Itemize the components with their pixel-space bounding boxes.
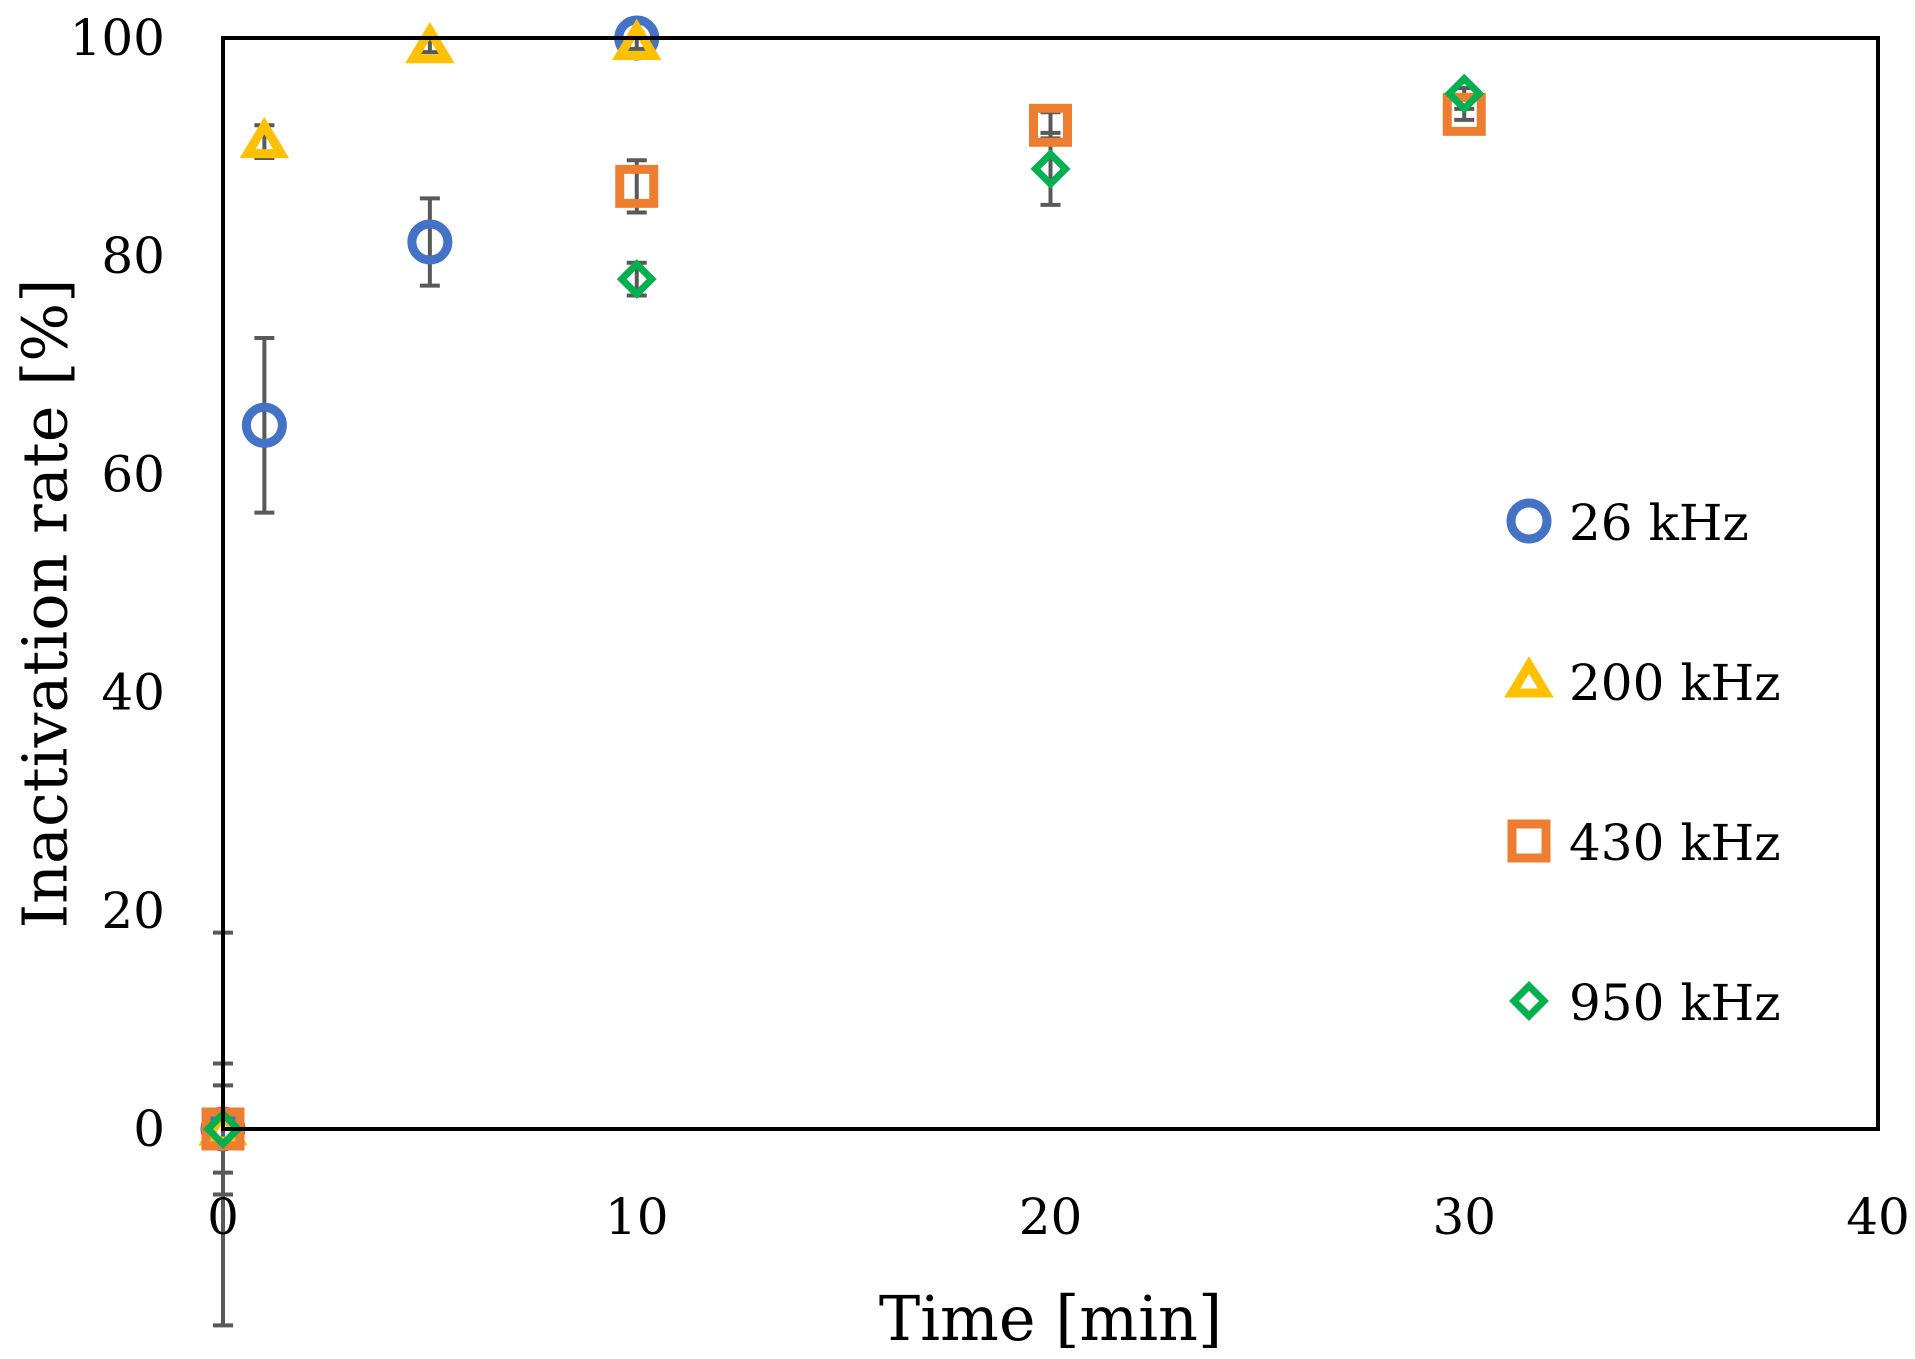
data-point-430-khz [615, 164, 659, 208]
legend-marker-950-khz [1509, 981, 1549, 1021]
legend-marker-26-khz [1506, 498, 1552, 544]
y-axis-tick-labels: 0 20 40 60 80 100 [70, 9, 165, 1158]
data-point-950-khz [203, 1109, 243, 1149]
legend-label: 950 kHz [1569, 974, 1781, 1032]
legend-item-430-khz: 430 kHz [1507, 814, 1781, 872]
data-point-950-khz [1444, 73, 1485, 114]
plot-area-frame [221, 36, 1880, 1131]
legend-item-26-khz: 26 kHz [1506, 494, 1749, 552]
y-tick-label: 80 [101, 227, 165, 285]
data-point-200-khz [612, 18, 662, 60]
y-tick-label: 60 [101, 445, 165, 503]
legend-label: 200 kHz [1569, 654, 1781, 712]
x-tick-label: 40 [1846, 1188, 1910, 1246]
data-point-430-khz [1442, 92, 1486, 136]
y-tick-label: 40 [101, 664, 165, 722]
data-point-200-khz [405, 21, 455, 64]
data-point-950-khz [1030, 148, 1071, 189]
x-axis-tick-labels: 0 10 20 30 40 [207, 1188, 1910, 1246]
legend-item-200-khz: 200 kHz [1504, 654, 1781, 712]
y-axis-title: Inactivation rate [%] [9, 279, 82, 929]
x-axis-title: Time [min] [879, 1282, 1222, 1355]
legend-marker-430-khz [1507, 819, 1551, 863]
x-tick-label: 30 [1432, 1188, 1496, 1246]
legend: 26 kHz 200 kHz 430 kHz 950 kHz [1504, 494, 1781, 1032]
y-tick-label: 100 [70, 9, 165, 67]
data-point-950-khz [616, 259, 657, 300]
data-point-26-khz [241, 402, 287, 448]
y-tick-label: 20 [101, 882, 165, 940]
x-tick-label: 0 [207, 1188, 239, 1246]
legend-item-950-khz: 950 kHz [1509, 974, 1781, 1032]
data-point-200-khz [239, 116, 290, 159]
error-bar-26-khz [254, 336, 275, 515]
data-point-26-khz [407, 219, 453, 265]
legend-label: 430 kHz [1569, 814, 1781, 872]
x-tick-label: 20 [1019, 1188, 1083, 1246]
x-tick-label: 10 [605, 1188, 669, 1246]
legend-label: 26 kHz [1569, 494, 1749, 552]
error-bar-26-khz [419, 196, 440, 288]
y-tick-label: 0 [133, 1100, 165, 1158]
data-point-430-khz [1029, 103, 1072, 147]
legend-marker-200-khz [1504, 656, 1554, 698]
